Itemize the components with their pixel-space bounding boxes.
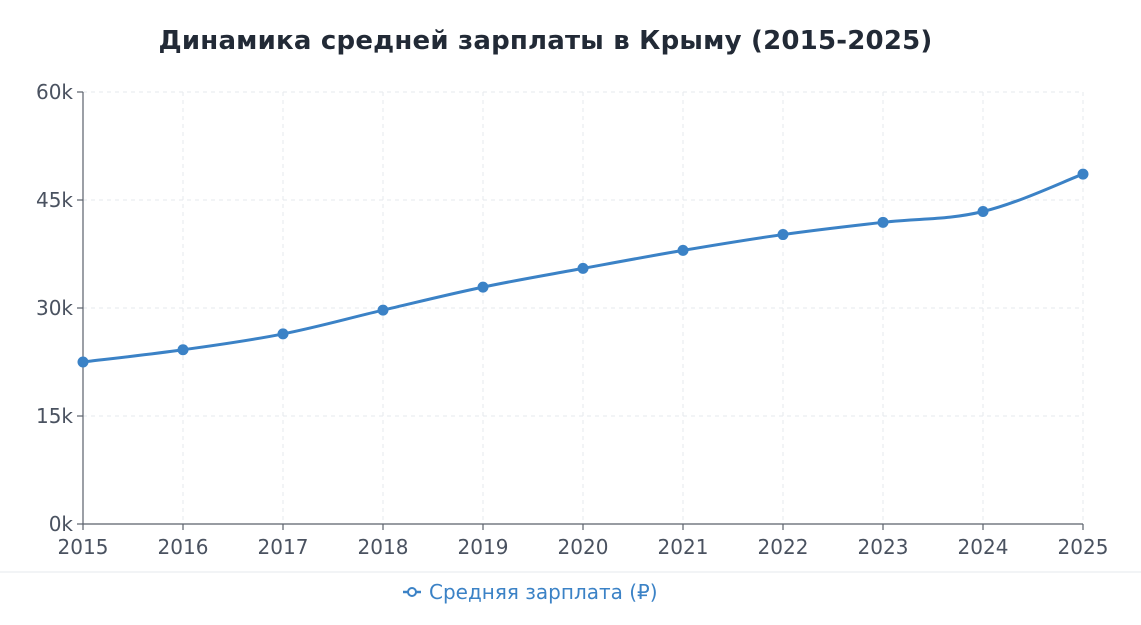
x-tick-label: 2024 bbox=[958, 535, 1009, 559]
x-tick-label: 2016 bbox=[158, 535, 209, 559]
x-tick-label: 2021 bbox=[658, 535, 709, 559]
y-tick-label: 30k bbox=[36, 296, 73, 320]
data-point bbox=[777, 229, 789, 241]
data-point bbox=[1077, 168, 1089, 180]
x-tick-label: 2023 bbox=[858, 535, 909, 559]
x-tick-label: 2025 bbox=[1058, 535, 1109, 559]
y-tick-label: 60k bbox=[36, 80, 73, 104]
grid-lines bbox=[83, 91, 1084, 524]
x-axis-ticks: 2015 2016 2017 2018 2019 2020 2021 2022 2023 2024… bbox=[58, 524, 1109, 559]
data-point bbox=[277, 328, 289, 340]
y-tick-label: 15k bbox=[36, 404, 73, 428]
x-tick-label: 2015 bbox=[58, 535, 109, 559]
y-tick-label: 45k bbox=[36, 188, 73, 212]
data-point bbox=[577, 262, 589, 274]
legend-label: Средняя зарплата (₽) bbox=[429, 580, 658, 604]
data-point bbox=[177, 344, 189, 356]
legend[interactable]: Средняя зарплата (₽) bbox=[403, 580, 658, 604]
y-tick-label: 0k bbox=[49, 512, 74, 536]
data-point bbox=[977, 206, 989, 218]
data-point bbox=[677, 244, 689, 256]
x-tick-label: 2018 bbox=[358, 535, 409, 559]
data-point bbox=[877, 216, 889, 228]
legend-marker-icon bbox=[407, 587, 417, 597]
series-layer bbox=[77, 168, 1089, 368]
x-tick-label: 2019 bbox=[458, 535, 509, 559]
x-tick-label: 2017 bbox=[258, 535, 309, 559]
data-point bbox=[377, 304, 389, 316]
x-tick-label: 2022 bbox=[758, 535, 809, 559]
y-axis-ticks: 0k 15k 30k 45k 60k bbox=[36, 80, 83, 536]
x-tick-label: 2020 bbox=[558, 535, 609, 559]
data-point bbox=[77, 356, 89, 368]
data-point bbox=[477, 281, 489, 293]
chart-title: Динамика средней зарплаты в Крыму (2015-… bbox=[158, 26, 933, 56]
